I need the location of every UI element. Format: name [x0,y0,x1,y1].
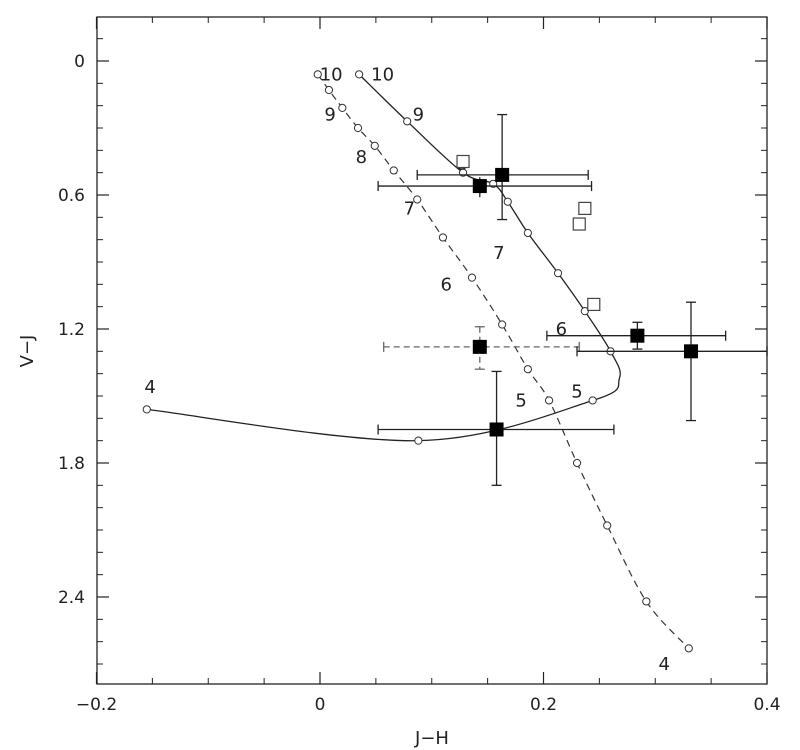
y-tick-label: 2.4 [58,588,85,608]
x-tick-label: 0 [315,695,326,715]
solid-track-marker [403,117,412,126]
y-axis-ticks: 0 0.6 1.2 1.8 2.4 [58,38,767,665]
open-square-point [572,217,586,231]
age-label: 7 [493,243,504,264]
solid-track-line [146,73,621,442]
dashed-track-marker [338,103,347,112]
age-labels: 1010998877665544 [144,64,670,675]
dashed-track-marker [389,166,398,175]
x-tick-label: 0.2 [530,695,557,715]
dashed-track-marker [603,521,612,530]
dashed-track-marker [353,123,363,133]
solid-track-marker [523,228,532,238]
solid-track-marker [142,405,151,414]
age-label: 4 [658,654,669,675]
age-label: 10 [320,64,343,85]
filled-points [472,167,699,437]
filled-square-point [472,339,487,354]
y-tick-label: 1.2 [58,320,85,340]
x-tick-label: −0.2 [76,695,117,715]
age-label: 8 [356,147,367,168]
solid-track-marker [503,197,512,206]
dashed-track-marker [324,85,334,95]
dashed-track-marker [370,141,379,150]
y-tick-label: 0.6 [58,186,85,206]
dashed-track-marker [313,70,322,79]
solid-track-marker [588,396,597,405]
dashed-track [313,70,693,653]
y-axis-label: V−J [17,335,38,368]
solid-track-marker [580,307,589,316]
age-label: 6 [441,274,452,295]
age-label: 10 [371,64,394,85]
age-label: 5 [515,390,526,411]
dashed-track-marker [572,458,582,468]
age-label: 4 [144,377,155,398]
open-square-point [587,297,601,312]
plot-frame [96,16,768,685]
dashed-track-line [317,74,690,649]
solid-track-marker [355,70,364,79]
dashed-track-marker [413,195,422,204]
solid-track [142,70,621,445]
open-square-point [578,201,592,215]
x-axis-ticks: −0.2 0 0.2 0.4 [76,17,781,715]
y-tick-label: 0 [74,52,85,72]
filled-square-point [630,328,645,343]
filled-square-point [489,422,504,437]
age-label: 9 [324,105,335,126]
age-label: 9 [413,105,424,126]
x-axis-label: J−H [414,728,449,749]
solid-track-marker [414,436,423,445]
age-label: 5 [571,382,582,403]
filled-square-point [472,179,487,194]
open-square-point [456,154,470,169]
x-tick-label: 0.4 [753,695,780,715]
dashed-track-marker [498,320,507,329]
age-label: 7 [404,198,415,219]
error-bars [377,113,768,486]
y-tick-label: 1.8 [58,454,85,474]
age-label: 6 [556,319,567,340]
dashed-track-marker [642,597,651,606]
dashed-track-marker [523,365,532,374]
open-squares [456,154,601,312]
dashed-track-marker [544,396,554,405]
filled-square-point [495,167,510,182]
dashed-track-marker [438,233,448,242]
solid-track-marker [553,269,563,278]
dashed-track-marker [684,644,693,653]
dashed-track-marker [467,273,477,282]
filled-square-point [684,344,699,359]
